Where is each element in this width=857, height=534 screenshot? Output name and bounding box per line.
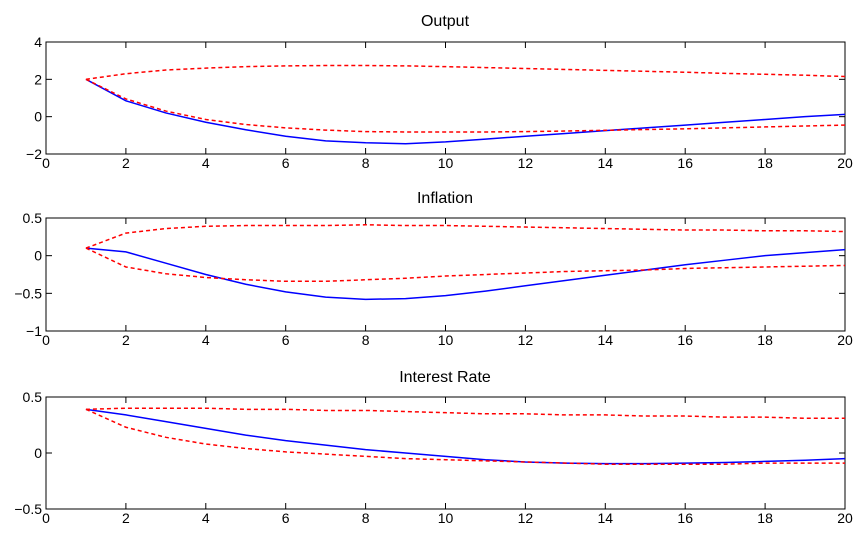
x-tick-label: 8 [362,332,370,348]
y-tick-label: 0 [34,445,42,461]
x-tick-label: 16 [677,510,693,526]
x-tick-label: 4 [202,510,210,526]
x-tick-label: 16 [677,155,693,171]
series-line-output-lower-band [85,78,845,133]
x-tick-label: 10 [438,510,454,526]
x-tick-label: 16 [677,332,693,348]
x-tick-label: 0 [42,155,50,171]
panel-title-inflation: Inflation [417,190,473,207]
x-tick-label: 2 [122,332,130,348]
series-line-output-response [85,78,845,145]
x-tick-label: 6 [282,510,290,526]
x-tick-label: 8 [362,155,370,171]
series-line-inflation-response [85,247,845,301]
y-tick-label: −0.5 [14,501,42,517]
x-tick-label: 12 [518,510,534,526]
x-tick-label: 14 [598,155,614,171]
x-tick-label: 18 [757,510,773,526]
x-tick-label: 10 [438,155,454,171]
panel-title-interest-rate: Interest Rate [399,369,491,386]
y-tick-label: −2 [26,146,42,162]
x-tick-label: 2 [122,155,130,171]
x-tick-label: 20 [837,155,853,171]
x-tick-label: 10 [438,332,454,348]
y-tick-label: 0.5 [23,210,43,226]
panel-inflation: Inflation 0 2 4 6 8 10 12 14 16 18 20 −1 −0.5 0 0.5 [14,190,853,348]
axes-frame-output [45,41,846,155]
panel-interest-rate: Interest Rate 0 2 4 6 8 10 12 14 16 18 20−0.500.5 [14,369,853,526]
y-tick-label: 0 [34,109,42,125]
x-tick-label: 8 [362,510,370,526]
x-tick-label: 18 [757,155,773,171]
x-tick-label: 12 [518,155,534,171]
x-tick-label: 6 [282,332,290,348]
y-tick-label: 2 [34,71,42,87]
x-tick-label: 20 [837,510,853,526]
series-line-interest-rate-lower-band [85,408,845,465]
x-tick-label: 0 [42,332,50,348]
x-tick-label: 14 [598,332,614,348]
x-tick-label: 0 [42,510,50,526]
x-tick-label: 12 [518,332,534,348]
y-tick-label: −1 [26,323,42,339]
x-tick-label: 6 [282,155,290,171]
series-line-inflation-lower-band [85,247,845,283]
series-line-interest-rate-response [85,408,845,465]
x-tick-label: 2 [122,510,130,526]
series-line-interest-rate-upper-band [85,407,845,420]
series-line-inflation-upper-band [85,224,845,249]
x-tick-label: 14 [598,510,614,526]
x-tick-label: 4 [202,155,210,171]
axes-frame-interest-rate [45,396,846,510]
y-tick-label: 0 [34,248,42,264]
y-tick-label: −0.5 [14,285,42,301]
x-tick-label: 4 [202,332,210,348]
y-tick-label: 0.5 [23,389,43,405]
panel-title-output: Output [421,13,470,30]
x-tick-label: 18 [757,332,773,348]
series-line-output-upper-band [85,64,845,81]
y-tick-label: 4 [34,34,42,50]
x-tick-label: 20 [837,332,853,348]
